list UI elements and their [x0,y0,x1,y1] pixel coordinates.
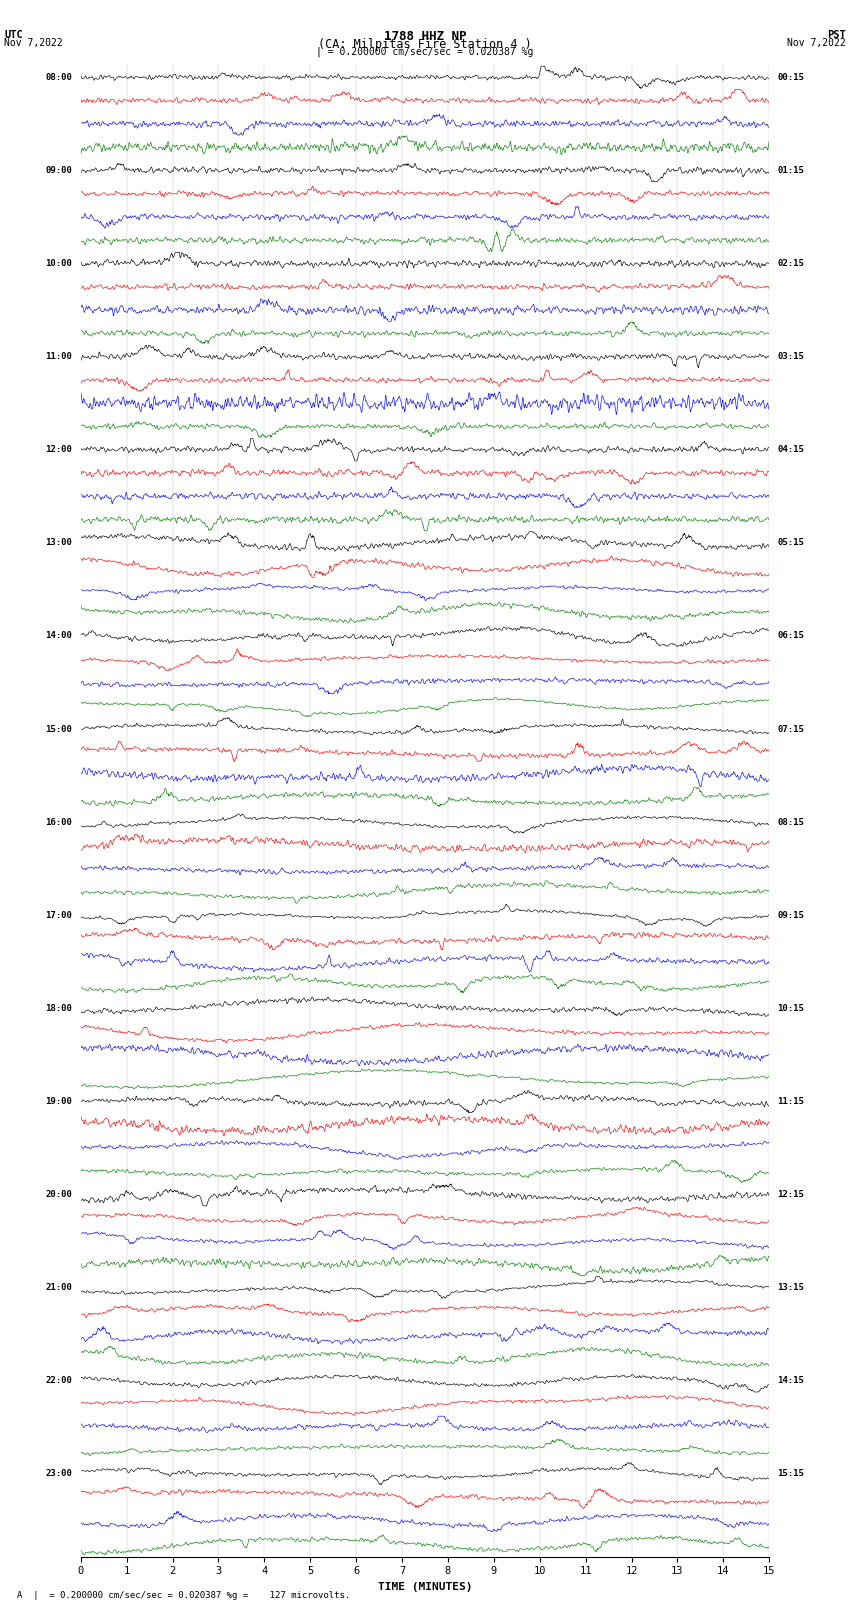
Text: UTC: UTC [4,31,23,40]
Text: (CA: Milpitas Fire Station 4 ): (CA: Milpitas Fire Station 4 ) [318,39,532,52]
Text: 18:00: 18:00 [46,1003,72,1013]
Text: 08:15: 08:15 [778,818,804,827]
Text: 02:15: 02:15 [778,260,804,268]
Text: 23:00: 23:00 [46,1469,72,1479]
Text: 13:00: 13:00 [46,539,72,547]
Text: 08:00: 08:00 [46,73,72,82]
Text: Nov 7,2022: Nov 7,2022 [4,39,63,48]
Text: 19:00: 19:00 [46,1097,72,1107]
Text: 15:15: 15:15 [778,1469,804,1479]
Text: 17:00: 17:00 [46,911,72,919]
Text: 1788 HHZ NP: 1788 HHZ NP [383,31,467,44]
Text: 11:15: 11:15 [778,1097,804,1107]
Text: Nov 7,2022: Nov 7,2022 [787,39,846,48]
Text: 13:15: 13:15 [778,1284,804,1292]
Text: 09:15: 09:15 [778,911,804,919]
Text: 20:00: 20:00 [46,1190,72,1198]
Text: 10:15: 10:15 [778,1003,804,1013]
Text: 00:15: 00:15 [778,73,804,82]
Text: 03:15: 03:15 [778,352,804,361]
Text: 15:00: 15:00 [46,724,72,734]
Text: 07:15: 07:15 [778,724,804,734]
Text: 22:00: 22:00 [46,1376,72,1386]
Text: 05:15: 05:15 [778,539,804,547]
Text: 01:15: 01:15 [778,166,804,174]
Text: PST: PST [827,31,846,40]
Text: 21:00: 21:00 [46,1284,72,1292]
Text: | = 0.200000 cm/sec/sec = 0.020387 %g: | = 0.200000 cm/sec/sec = 0.020387 %g [316,47,534,58]
Text: 14:00: 14:00 [46,631,72,640]
Text: 04:15: 04:15 [778,445,804,455]
Text: 06:15: 06:15 [778,631,804,640]
Text: 16:00: 16:00 [46,818,72,827]
Text: 12:00: 12:00 [46,445,72,455]
Text: 10:00: 10:00 [46,260,72,268]
Text: 12:15: 12:15 [778,1190,804,1198]
X-axis label: TIME (MINUTES): TIME (MINUTES) [377,1582,473,1592]
Text: 09:00: 09:00 [46,166,72,174]
Text: A  |  = 0.200000 cm/sec/sec = 0.020387 %g =    127 microvolts.: A | = 0.200000 cm/sec/sec = 0.020387 %g … [17,1590,350,1600]
Text: 14:15: 14:15 [778,1376,804,1386]
Text: 11:00: 11:00 [46,352,72,361]
